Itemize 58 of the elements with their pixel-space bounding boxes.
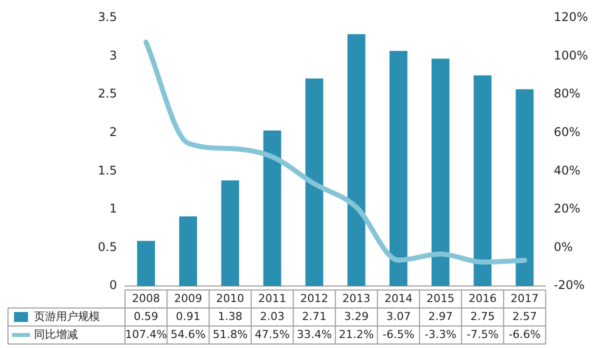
data-label: 0.59 [134, 310, 158, 323]
y2-tick-label: 40% [554, 163, 580, 178]
data-label: -7.5% [466, 328, 499, 341]
x-tick-label: 2008 [132, 292, 160, 305]
y-tick-label: 0.5 [98, 240, 117, 254]
data-label: 2.71 [302, 310, 327, 323]
legend-label: 页游用户规模 [34, 310, 100, 323]
x-tick-label: 2010 [216, 292, 244, 305]
bar [179, 216, 198, 286]
data-label: 0.91 [176, 310, 200, 323]
data-label: 21.2% [338, 328, 374, 341]
data-label: -6.5% [382, 328, 414, 341]
bar [474, 75, 492, 286]
x-tick-label: 2017 [510, 292, 539, 305]
y-tick-label: 3 [109, 48, 117, 62]
x-tick-label: 2015 [426, 292, 455, 305]
data-label: 2.03 [260, 310, 284, 323]
data-label: -3.3% [424, 328, 456, 341]
x-tick-label: 2012 [300, 292, 328, 305]
y-tick-label: 2 [109, 124, 117, 139]
legend-label: 同比增减 [34, 328, 78, 341]
data-label: 1.38 [218, 310, 242, 323]
data-label: 47.5% [254, 328, 290, 341]
y2-tick-label: -20% [554, 278, 585, 292]
bar [221, 180, 240, 286]
data-label: 51.8% [212, 328, 248, 341]
data-label: 3.29 [344, 310, 369, 323]
y-tick-label: 0 [109, 278, 117, 292]
data-label: 107.4% [125, 328, 168, 341]
y-tick-label: 1 [109, 202, 117, 216]
bar [347, 34, 366, 286]
x-tick-label: 2013 [342, 292, 370, 305]
x-tick-label: 2009 [174, 292, 202, 305]
x-tick-label: 2011 [258, 292, 286, 305]
y2-tick-label: 80% [554, 86, 580, 101]
bar [390, 50, 408, 286]
y2-tick-label: 0% [554, 240, 573, 254]
y-tick-label: 3.5 [98, 10, 117, 24]
y2-tick-label: 120% [554, 10, 588, 24]
y2-tick-label: 100% [554, 48, 588, 62]
x-tick-label: 2014 [384, 292, 412, 305]
data-label: 3.07 [386, 310, 411, 323]
y-tick-label: 2.5 [98, 86, 117, 101]
y2-tick-label: 60% [554, 124, 580, 139]
bar [432, 58, 450, 286]
data-label: 54.6% [170, 328, 206, 341]
data-label: 33.4% [296, 328, 332, 341]
x-tick-label: 2016 [468, 292, 497, 305]
y-tick-label: 1.5 [98, 163, 117, 178]
data-label: 2.57 [512, 310, 537, 323]
bar [263, 130, 282, 286]
bar [516, 89, 534, 286]
y2-tick-label: 20% [554, 202, 580, 216]
bar [137, 240, 155, 286]
data-label: 2.75 [470, 310, 495, 323]
data-label: 2.97 [428, 310, 453, 323]
data-label: -6.6% [508, 328, 541, 341]
bar [305, 78, 324, 286]
